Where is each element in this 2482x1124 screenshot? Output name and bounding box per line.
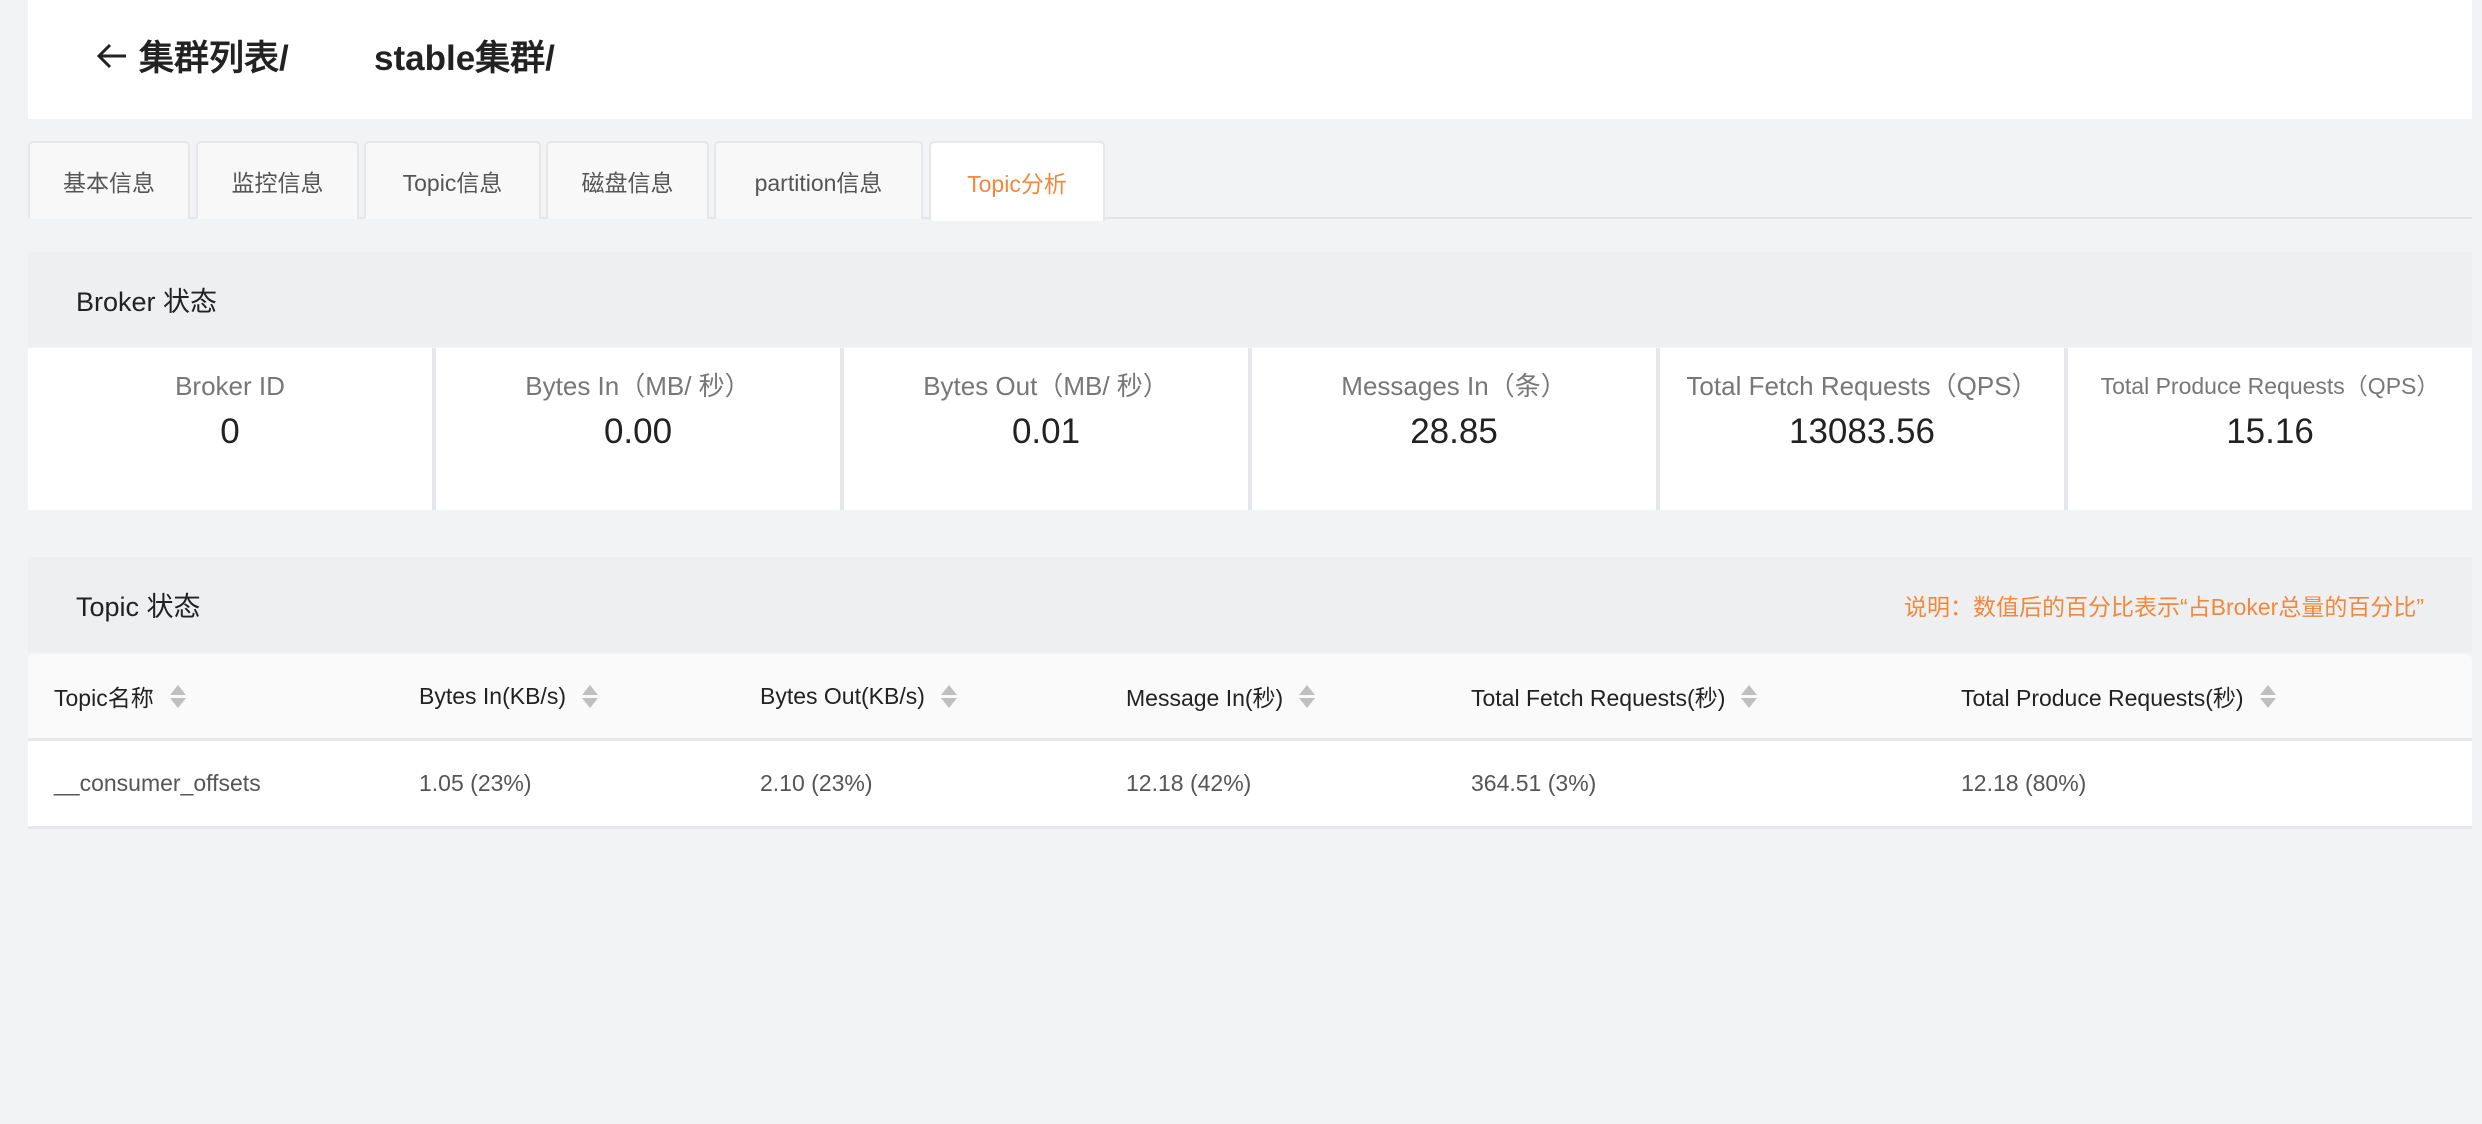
- column-label: Bytes In(KB/s): [419, 682, 566, 709]
- stat-label: Bytes In（MB/ 秒）: [525, 371, 751, 401]
- stat-value: 0.01: [1011, 412, 1081, 451]
- column-label: Bytes Out(KB/s): [760, 682, 925, 709]
- broker-status-title: Broker 状态: [76, 287, 218, 317]
- stat-value: 13083.56: [1789, 412, 1935, 451]
- stat-produce-requests: Total Produce Requests（QPS） 15.16: [2068, 348, 2472, 510]
- column-label: Message In(秒): [1126, 685, 1284, 711]
- column-label: Total Produce Requests(秒): [1961, 685, 2244, 711]
- broker-stats: Broker ID 0 Bytes In（MB/ 秒） 0.00 Bytes Out…: [28, 348, 2472, 510]
- tab-disk-info[interactable]: 磁盘信息: [546, 141, 709, 219]
- table-row: __consumer_offsets 1.05 (23%) 2.10 (23%)…: [28, 741, 2472, 829]
- stat-bytes-in: Bytes In（MB/ 秒） 0.00: [436, 348, 840, 510]
- sort-icon[interactable]: [940, 684, 957, 708]
- col-bytes-out[interactable]: Bytes Out(KB/s): [760, 654, 957, 738]
- column-label: Topic名称: [54, 685, 154, 711]
- topic-status-header: Topic 状态 说明：数值后的百分比表示“占Broker总量的百分比”: [28, 557, 2472, 652]
- stat-value: 15.16: [2226, 412, 2314, 451]
- topic-table: Topic名称 Bytes In(KB/s) Bytes Out(KB/s) M…: [28, 654, 2472, 829]
- column-label: Total Fetch Requests(秒): [1471, 685, 1726, 711]
- page-header: 集群列表/ stable集群/: [28, 0, 2472, 119]
- table-header: Topic名称 Bytes In(KB/s) Bytes Out(KB/s) M…: [28, 654, 2472, 741]
- tab-topic-info[interactable]: Topic信息: [364, 141, 541, 219]
- tab-basic-info[interactable]: 基本信息: [28, 141, 190, 219]
- sort-icon[interactable]: [2259, 684, 2276, 708]
- cell-topic-name: __consumer_offsets: [54, 770, 261, 796]
- col-produce-requests[interactable]: Total Produce Requests(秒): [1961, 654, 2276, 738]
- tab-bar: 基本信息 监控信息 Topic信息 磁盘信息 partition信息 Topic…: [28, 141, 2472, 221]
- breadcrumb-cluster-list[interactable]: 集群列表/: [139, 39, 289, 78]
- stat-label: Total Produce Requests（QPS）: [2100, 373, 2440, 399]
- stat-label: Bytes Out（MB/ 秒）: [923, 371, 1169, 401]
- stat-broker-id: Broker ID 0: [28, 348, 432, 510]
- stat-label: Messages In（条）: [1341, 371, 1567, 401]
- cell-fetch-requests: 364.51 (3%): [1471, 770, 1597, 796]
- percentage-note: 说明：数值后的百分比表示“占Broker总量的百分比”: [1903, 593, 2424, 620]
- col-message-in[interactable]: Message In(秒): [1126, 654, 1316, 738]
- sort-icon[interactable]: [169, 684, 186, 708]
- col-topic-name[interactable]: Topic名称: [54, 654, 186, 738]
- sort-icon[interactable]: [1299, 684, 1316, 708]
- col-bytes-in[interactable]: Bytes In(KB/s): [419, 654, 598, 738]
- tab-monitoring[interactable]: 监控信息: [196, 141, 359, 219]
- breadcrumb-cluster: stable集群/: [374, 39, 555, 78]
- stat-label: Total Fetch Requests（QPS）: [1686, 371, 2038, 401]
- cell-bytes-in: 1.05 (23%): [419, 770, 532, 796]
- stat-bytes-out: Bytes Out（MB/ 秒） 0.01: [844, 348, 1248, 510]
- col-fetch-requests[interactable]: Total Fetch Requests(秒): [1471, 654, 1758, 738]
- tab-topic-analysis[interactable]: Topic分析: [929, 141, 1105, 221]
- sort-icon[interactable]: [1741, 684, 1758, 708]
- topic-status-title: Topic 状态: [76, 592, 201, 622]
- stat-label: Broker ID: [175, 371, 285, 401]
- stat-value: 0: [220, 412, 240, 451]
- broker-status-header: Broker 状态: [28, 252, 2472, 347]
- tab-partition-info[interactable]: partition信息: [714, 141, 923, 219]
- stat-messages-in: Messages In（条） 28.85: [1252, 348, 1656, 510]
- cell-bytes-out: 2.10 (23%): [760, 770, 873, 796]
- cell-produce-requests: 12.18 (80%): [1961, 770, 2087, 796]
- stat-value: 0.00: [603, 412, 673, 451]
- back-arrow-icon[interactable]: [92, 36, 132, 76]
- sort-icon[interactable]: [581, 684, 598, 708]
- stat-fetch-requests: Total Fetch Requests（QPS） 13083.56: [1660, 348, 2064, 510]
- cell-message-in: 12.18 (42%): [1126, 770, 1252, 796]
- stat-value: 28.85: [1410, 412, 1498, 451]
